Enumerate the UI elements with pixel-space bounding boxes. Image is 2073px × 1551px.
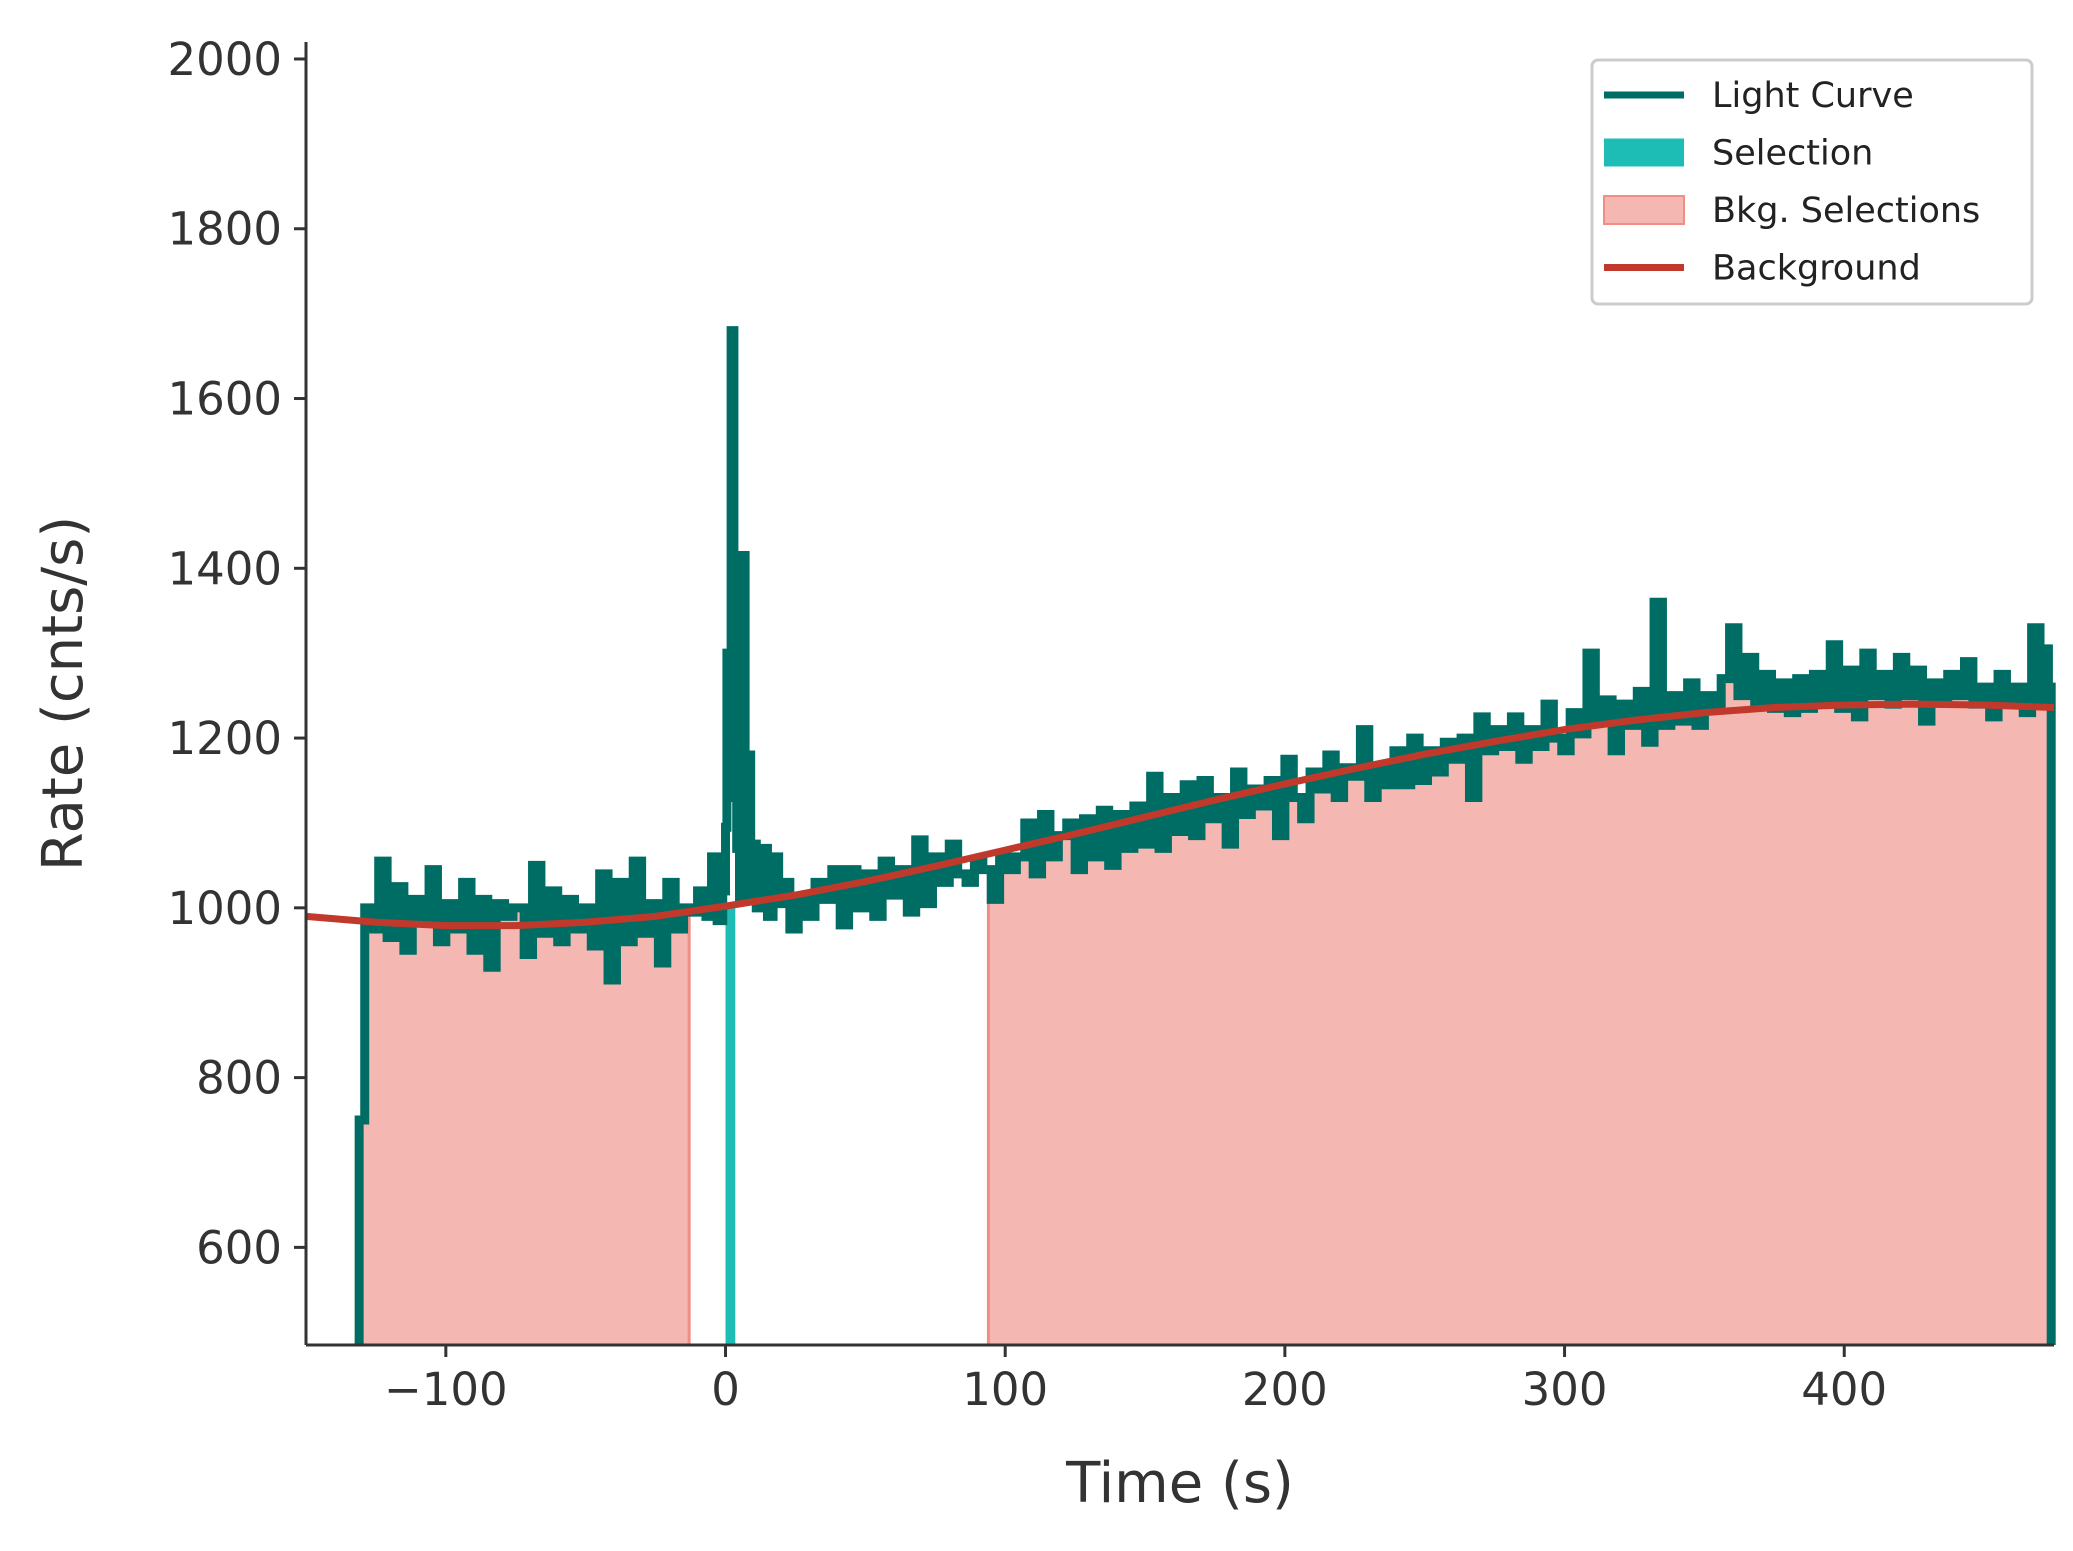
legend-box	[1590, 58, 2034, 306]
y-tick-label: 800	[196, 1052, 282, 1105]
x-tick-label: 400	[1801, 1363, 1887, 1416]
selection-layer	[725, 907, 736, 1345]
background-model-line	[305, 700, 2055, 930]
legend-label-bkg-selections: Bkg. Selections	[1712, 191, 1980, 231]
legend-swatch-bkg-selections	[1603, 195, 1685, 225]
y-tick-label: 1200	[167, 712, 282, 765]
legend-label-background: Background	[1712, 249, 1921, 289]
x-tick-label: −100	[384, 1363, 508, 1416]
legend-label-selection: Selection	[1712, 134, 1873, 174]
y-tick-label: 1800	[167, 203, 282, 256]
axes: −100 0 100 200 300 400 600 800 1000 1200 1400 1600…	[167, 33, 2054, 1416]
x-tick-label: 300	[1522, 1363, 1608, 1416]
x-tick-label: 0	[711, 1363, 740, 1416]
y-tick-label: 1400	[167, 542, 282, 595]
x-axis-title: Time (s)	[1065, 1451, 1294, 1516]
legend-label-light-curve: Light Curve	[1712, 76, 1914, 116]
light-curve-layer	[354, 326, 2056, 1345]
y-tick-label: 2000	[167, 33, 282, 86]
y-ticks: 600 800 1000 1200 1400 1600 1800 2000	[167, 33, 306, 1274]
y-tick-label: 1000	[167, 882, 282, 935]
x-ticks: −100 0 100 200 300 400	[384, 1345, 1887, 1416]
background-model-layer	[305, 700, 2055, 930]
y-tick-label: 1600	[167, 373, 282, 426]
y-axis-title: Rate (cnts/s)	[31, 516, 96, 871]
x-tick-label: 200	[1242, 1363, 1328, 1416]
selection-region	[725, 907, 736, 1345]
light-curve-line	[354, 326, 2056, 1345]
legend: Light Curve Selection Bkg. Selections Backg…	[1590, 58, 2034, 306]
legend-swatch-selection	[1604, 138, 1684, 167]
legend-items: Light Curve Selection Bkg. Selections Backg…	[1603, 76, 1980, 289]
y-tick-label: 600	[196, 1221, 282, 1274]
x-tick-label: 100	[962, 1363, 1048, 1416]
